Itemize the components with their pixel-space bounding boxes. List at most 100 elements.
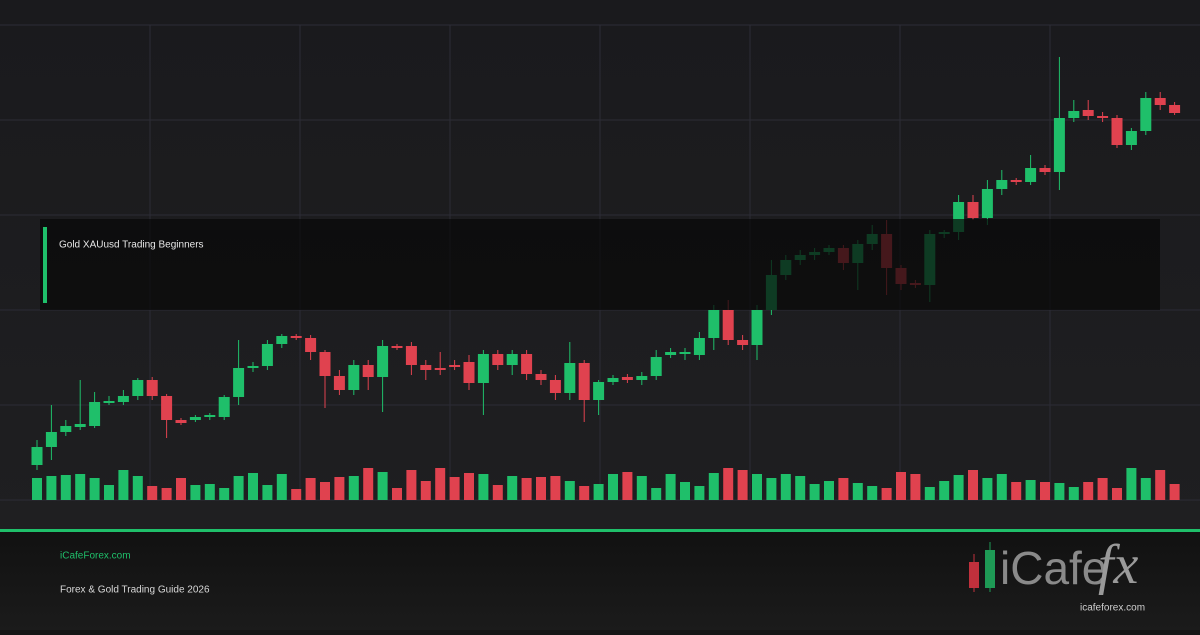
volume-bar — [1025, 480, 1036, 500]
volume-bar — [507, 476, 518, 500]
volume-bar — [910, 474, 921, 500]
volume-bar — [809, 484, 820, 500]
volume-bar — [478, 474, 489, 500]
footer-subtitle: Forex & Gold Trading Guide 2026 — [60, 585, 210, 596]
candle-body — [89, 402, 101, 426]
candle-body — [333, 376, 345, 390]
candle-body — [31, 447, 43, 465]
candle-body — [1082, 110, 1094, 116]
candle-body — [319, 352, 331, 376]
volume-bar — [1126, 468, 1137, 500]
logo-icon — [969, 542, 995, 592]
volume-bar — [363, 468, 374, 500]
candle-body — [708, 310, 720, 338]
volume-bar — [262, 485, 273, 500]
candle-body — [189, 417, 201, 420]
candle-body — [305, 338, 317, 352]
candle-body — [693, 338, 705, 355]
volume-bar — [464, 473, 474, 500]
candle-body — [607, 378, 619, 382]
candle-body — [348, 365, 360, 390]
volume-bar — [348, 476, 359, 500]
banner-accent — [43, 227, 47, 303]
volume-bar — [204, 484, 215, 500]
candle-body — [1025, 168, 1037, 182]
volume-bar — [953, 475, 964, 500]
volume-bar — [420, 481, 431, 500]
volume-bar — [32, 478, 42, 500]
candle-body — [60, 426, 72, 432]
volume-bar — [881, 488, 892, 500]
volume-bar — [694, 486, 705, 500]
candle-body — [405, 346, 417, 365]
candle-body — [1068, 111, 1080, 118]
candle-body — [463, 362, 475, 383]
volume-bar — [766, 478, 777, 500]
volume-bar — [219, 488, 230, 500]
candle-body — [492, 354, 504, 365]
volume-bar — [1054, 483, 1065, 500]
volume-bar — [75, 474, 86, 500]
volume-bar — [377, 472, 388, 500]
banner-title: Gold XAUusd Trading Beginners — [59, 240, 204, 251]
candle-body — [564, 363, 576, 393]
candle-body — [161, 396, 173, 420]
volume-bar — [564, 481, 575, 500]
candle-body — [233, 368, 245, 397]
volume-bar — [780, 474, 791, 500]
candle-body — [218, 397, 230, 417]
volume-bar — [1011, 482, 1022, 500]
volume-bar — [752, 474, 762, 500]
volume-bar — [334, 477, 345, 500]
volume-bar — [406, 470, 417, 500]
candle-body — [175, 420, 187, 423]
candle-body — [1053, 118, 1065, 172]
candle-body — [1140, 98, 1152, 131]
candle-body — [420, 365, 432, 370]
volume-bar — [276, 474, 287, 500]
volume-bar — [636, 476, 647, 500]
candle-body — [1125, 131, 1137, 145]
candle-body — [521, 354, 533, 374]
volume-bar — [651, 488, 662, 500]
volume-bar — [190, 485, 201, 500]
candle-body — [549, 380, 561, 393]
candle-body — [204, 415, 216, 417]
volume-bar — [1155, 470, 1166, 500]
candle-body — [506, 354, 518, 365]
volume-bar — [723, 468, 734, 500]
candle-body — [1169, 105, 1181, 113]
volume-bar — [60, 475, 71, 500]
volume-bar — [1040, 482, 1050, 500]
volume-bar — [982, 478, 993, 500]
logo-url: icafeforex.com — [1080, 603, 1145, 614]
volume-bar — [608, 474, 618, 500]
candle-body — [276, 336, 288, 344]
candle-body — [362, 365, 374, 377]
volume-bar — [118, 470, 129, 500]
candle-body — [1154, 98, 1166, 105]
volume-bar — [449, 477, 460, 500]
volume-bar — [550, 476, 561, 500]
volume-bar — [46, 476, 57, 500]
candle-body — [1039, 168, 1051, 172]
volume-bar — [579, 486, 590, 500]
logo-text: iCafe — [1000, 542, 1107, 594]
candle-body — [722, 310, 734, 340]
logo-fx: fx — [1098, 534, 1139, 596]
volume-bar — [291, 489, 302, 500]
volume-bar — [896, 472, 906, 500]
volume-bar — [939, 481, 950, 500]
footer-site: iCafeForex.com — [60, 551, 131, 562]
candle-body — [449, 365, 461, 367]
volume-bar — [392, 488, 402, 500]
volume-bar — [665, 474, 676, 500]
volume-bar — [996, 474, 1007, 500]
volume-bar — [924, 487, 935, 500]
candle-body — [1097, 116, 1109, 118]
candle-body — [665, 352, 677, 355]
volume-bar — [1169, 484, 1180, 500]
candle-body — [996, 180, 1008, 189]
